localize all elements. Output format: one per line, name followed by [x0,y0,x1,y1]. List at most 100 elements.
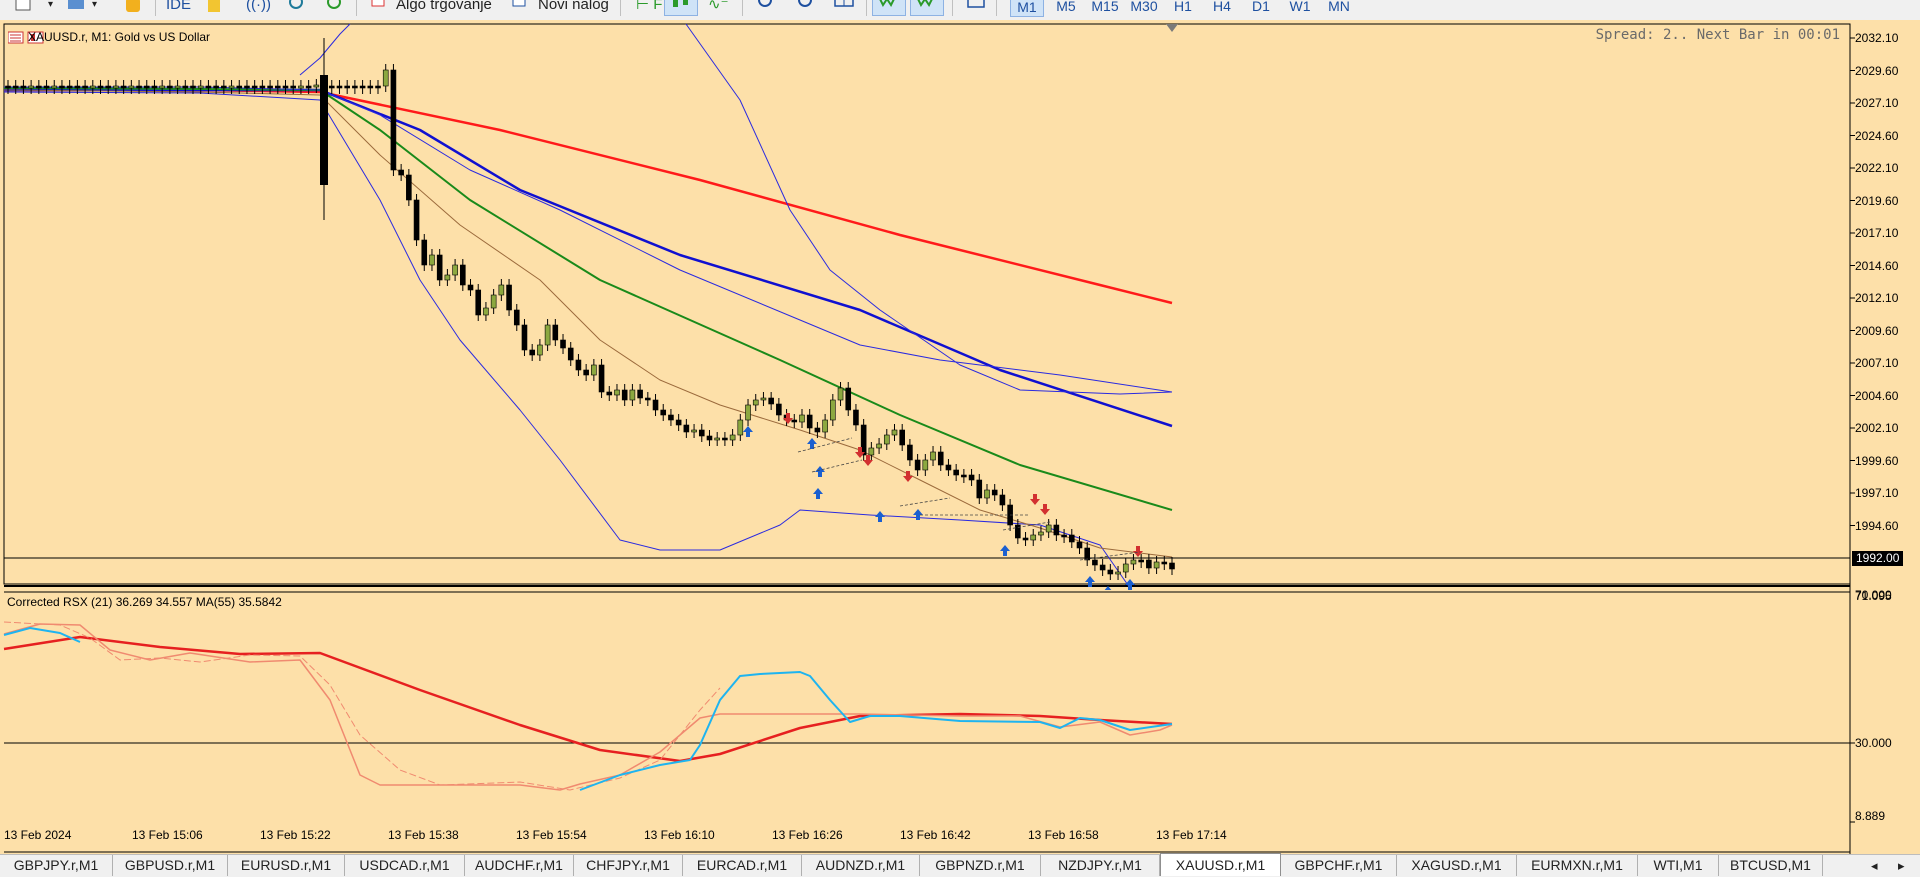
price-chart[interactable] [0,20,1920,590]
zoom-in-icon[interactable] [756,0,776,14]
tab-scroll-right-icon[interactable]: ▸ [1898,858,1905,873]
chart-compare-icon [27,31,44,44]
timeframe-m1[interactable]: M1 [1010,0,1044,17]
candle-body [876,443,882,449]
buy-arrow-icon [913,509,923,520]
candle-body [830,399,836,421]
folder-icon[interactable] [206,0,226,14]
candle-body [259,85,266,89]
open-file-icon[interactable] [14,0,34,14]
tab-gbpnzd-r-m1[interactable]: GBPNZD.r,M1 [920,855,1041,876]
dropdown-icon[interactable]: ▾ [48,0,54,10]
candle-body [59,85,65,89]
tab-xagusd-r-m1[interactable]: XAGUSD.r,M1 [1397,855,1517,876]
candle-body [853,409,859,426]
zoom-out-icon[interactable] [796,0,816,14]
candle-body [413,199,420,241]
buy-arrow-icon [1085,576,1095,587]
timeframe-m15[interactable]: M15 [1091,0,1119,14]
candle-body [722,437,728,441]
candle-body [20,85,27,89]
candle-body [860,424,867,456]
candle-body [66,85,73,89]
tab-gbpusd-r-m1[interactable]: GBPUSD.r,M1 [113,855,228,876]
tab-chfjpy-r-m1[interactable]: CHFJPY.r,M1 [574,855,683,876]
algo-icon[interactable] [368,0,388,14]
tab-btcusd-m1[interactable]: BTCUSD,M1 [1719,855,1823,876]
add-chart-icon[interactable] [324,0,344,14]
candle-body [182,85,189,89]
time-axis-label: 13 Feb 16:58 [1028,828,1099,842]
candle-body [1084,547,1091,561]
tab-audchf-r-m1[interactable]: AUDCHF.r,M1 [465,855,574,876]
tab-nzdjpy-r-m1[interactable]: NZDJPY.r,M1 [1041,855,1160,876]
tile-windows-icon[interactable] [834,0,854,14]
dropdown-icon[interactable]: ▾ [92,0,98,10]
tab-eurcad-r-m1[interactable]: EURCAD.r,M1 [683,855,802,876]
chart-window[interactable]: XAUUSD.r, M1: Gold vs US Dollar Spread: … [0,20,1920,854]
candle-body [429,254,435,266]
tab-gbpchf-r-m1[interactable]: GBPCHF.r,M1 [1281,855,1397,876]
candle-body [1053,524,1060,536]
signal-icon[interactable]: ((·)) [246,0,271,13]
indicator-chart[interactable] [0,590,1920,854]
timeframe-m5[interactable]: M5 [1056,0,1076,14]
ma-brown-line [3,89,1173,558]
price-axis-label: 2022.10 [1855,161,1899,175]
tab-eurusd-r-m1[interactable]: EURUSD.r,M1 [228,855,345,876]
spread-info: Spread: 2.. Next Bar in 00:01 [1595,27,1840,43]
candles-toggle[interactable] [664,0,698,16]
candle-body [937,451,944,466]
screenshot-icon[interactable] [966,0,986,14]
ma-green-line [3,87,1173,511]
algo-trading-button[interactable]: Algo trgovanje [396,0,492,13]
time-axis-label: 13 Feb 15:38 [388,828,459,842]
new-order-button[interactable]: Novi nalog [538,0,609,13]
upper-envelope-line [685,23,1173,395]
candle-body [1099,564,1106,571]
candle-body [421,239,428,266]
tab-audnzd-r-m1[interactable]: AUDNZD.r,M1 [802,855,920,876]
corrected-line [3,623,1173,791]
candle-body [43,85,50,89]
candle-body [174,85,181,89]
timeframe-h1[interactable]: H1 [1174,0,1192,14]
price-plot-frame [3,23,1851,585]
candle-body [591,364,597,376]
timeframe-mn[interactable]: MN [1328,0,1350,14]
timeframe-m30[interactable]: M30 [1130,0,1158,14]
autoscroll-toggle[interactable] [872,0,906,16]
tab-wti-m1[interactable]: WTI,M1 [1638,855,1719,876]
timeframe-w1[interactable]: W1 [1289,0,1311,14]
chart-shift-toggle[interactable] [910,0,944,16]
candle-body [97,85,104,89]
tab-gbpjpy-r-m1[interactable]: GBPJPY.r,M1 [0,855,113,876]
timeframe-h4[interactable]: H4 [1213,0,1231,14]
candle-body [367,85,374,89]
candle-body [298,85,304,89]
candle-body [336,85,343,89]
candle-body [275,85,281,89]
price-axis-label: 2007.10 [1855,356,1899,370]
new-order-icon[interactable] [510,0,530,14]
tab-eurmxn-r-m1[interactable]: EURMXN.r,M1 [1517,855,1638,876]
coin-icon[interactable] [124,0,144,14]
toolbar: ▾ ▾ IDE ((·)) Algo trgovanje Novi nalog … [0,0,1920,21]
market-icon[interactable] [286,0,306,14]
candle-body [899,429,905,446]
tab-scroll-left-icon[interactable]: ◂ [1871,858,1878,873]
timeframe-d1[interactable]: D1 [1252,0,1270,14]
chart-shift-marker [1166,24,1178,32]
line-chart-icon[interactable]: ∿⁻ [708,0,729,13]
profiles-icon[interactable] [66,0,86,14]
candle-body [1045,524,1052,533]
candle-body [236,85,243,89]
current-price-tag: 1992.00 [1852,551,1904,566]
tab-usdcad-r-m1[interactable]: USDCAD.r,M1 [345,855,465,876]
time-axis-label: 13 Feb 2024 [4,828,72,842]
ide-button[interactable]: IDE [166,0,192,13]
chart-period-icon[interactable]: ⊢ F [636,0,663,13]
sell-arrow-icon [855,447,865,458]
tab-xauusd-r-m1[interactable]: XAUUSD.r,M1 [1160,853,1281,876]
candle-body [282,85,289,89]
